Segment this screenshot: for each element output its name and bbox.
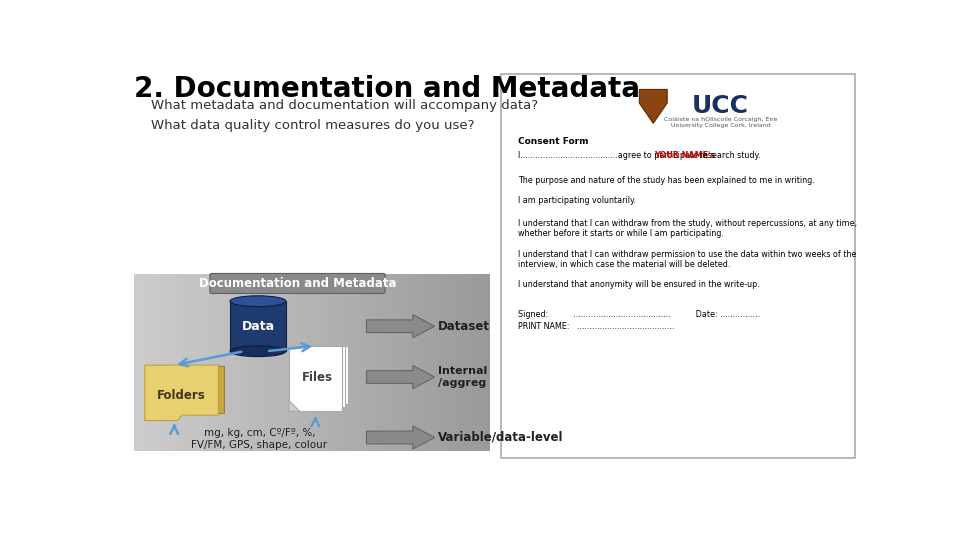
Polygon shape <box>155 366 224 413</box>
Bar <box>423 274 430 451</box>
Bar <box>335 274 342 451</box>
Bar <box>199 274 205 451</box>
Text: I understand that anonymity will be ensured in the write-up.: I understand that anonymity will be ensu… <box>518 280 760 289</box>
Bar <box>211 274 218 451</box>
Text: What data quality control measures do you use?: What data quality control measures do yo… <box>134 119 474 132</box>
Text: mg, kg, cm, Cº/Fº, %,
FV/FM, GPS, shape, colour: mg, kg, cm, Cº/Fº, %, FV/FM, GPS, shape,… <box>191 428 327 450</box>
Bar <box>300 274 306 451</box>
Text: research study.: research study. <box>697 151 760 160</box>
Bar <box>152 274 158 451</box>
Polygon shape <box>639 90 667 123</box>
FancyBboxPatch shape <box>210 273 385 294</box>
Bar <box>240 274 247 451</box>
Polygon shape <box>145 365 219 421</box>
Bar <box>418 274 424 451</box>
Text: I understand that I can withdraw permission to use the data within two weeks of : I understand that I can withdraw permiss… <box>518 249 856 269</box>
Bar <box>466 274 472 451</box>
Bar <box>382 274 389 451</box>
Bar <box>234 274 241 451</box>
Polygon shape <box>289 401 300 411</box>
Bar <box>353 274 360 451</box>
Text: Internal
/aggreg: Internal /aggreg <box>438 366 487 388</box>
Bar <box>477 274 484 451</box>
Text: I understand that I can withdraw from the study, without repercussions, at any t: I understand that I can withdraw from th… <box>518 219 857 238</box>
Bar <box>400 274 407 451</box>
Ellipse shape <box>230 346 286 356</box>
Bar <box>294 274 300 451</box>
Polygon shape <box>367 366 435 389</box>
Bar <box>471 274 478 451</box>
Bar <box>341 274 348 451</box>
Bar <box>204 274 211 451</box>
Bar <box>412 274 419 451</box>
Bar <box>459 274 466 451</box>
Bar <box>359 274 366 451</box>
Polygon shape <box>367 315 435 338</box>
Bar <box>134 274 141 451</box>
Text: Dataset: Dataset <box>438 320 490 333</box>
FancyBboxPatch shape <box>501 74 854 457</box>
Bar <box>447 274 454 451</box>
Text: Consent Form: Consent Form <box>518 137 588 146</box>
Bar <box>288 274 295 451</box>
Text: Coláiste na hOllscoile Corcaigh, Éire
University College Cork, Ireland: Coláiste na hOllscoile Corcaigh, Éire Un… <box>663 116 778 128</box>
Text: Files: Files <box>302 370 333 383</box>
Bar <box>252 274 259 451</box>
Bar <box>311 274 318 451</box>
Bar <box>170 274 176 451</box>
Bar <box>453 274 460 451</box>
Text: YOUR NAME's: YOUR NAME's <box>654 151 715 160</box>
Bar <box>247 274 253 451</box>
Ellipse shape <box>230 296 286 307</box>
Bar <box>442 274 448 451</box>
Text: I.......................................agree to participate in: I.......................................… <box>518 151 710 160</box>
Bar <box>371 274 377 451</box>
Polygon shape <box>230 301 286 351</box>
Bar <box>140 274 147 451</box>
Bar <box>258 274 265 451</box>
Bar <box>193 274 200 451</box>
Bar <box>217 274 224 451</box>
Text: Data: Data <box>241 320 275 333</box>
Polygon shape <box>292 346 345 408</box>
Bar <box>376 274 383 451</box>
Bar <box>181 274 188 451</box>
Polygon shape <box>289 346 342 411</box>
Bar <box>406 274 413 451</box>
Text: PRINT NAME:   .......................................: PRINT NAME: ............................… <box>518 322 675 331</box>
Bar <box>305 274 312 451</box>
Bar <box>223 274 229 451</box>
Bar <box>324 274 330 451</box>
Bar <box>389 274 395 451</box>
Bar <box>347 274 353 451</box>
Bar <box>270 274 276 451</box>
Bar <box>282 274 289 451</box>
Bar <box>365 274 372 451</box>
Bar <box>318 274 324 451</box>
Text: I am participating voluntarily.: I am participating voluntarily. <box>518 195 636 205</box>
Bar <box>430 274 437 451</box>
Text: 2. Documentation and Metadata: 2. Documentation and Metadata <box>134 75 640 103</box>
Text: Signed:          .......................................          Date: ........: Signed: ................................… <box>518 309 760 319</box>
Polygon shape <box>367 426 435 449</box>
Bar <box>157 274 164 451</box>
Bar <box>176 274 182 451</box>
Bar <box>264 274 271 451</box>
Bar <box>163 274 170 451</box>
Bar <box>228 274 235 451</box>
Bar <box>329 274 336 451</box>
Bar <box>276 274 282 451</box>
Bar <box>436 274 443 451</box>
Text: The purpose and nature of the study has been explained to me in writing.: The purpose and nature of the study has … <box>518 176 815 185</box>
Bar <box>187 274 194 451</box>
Text: Documentation and Metadata: Documentation and Metadata <box>199 277 396 290</box>
Polygon shape <box>295 346 348 403</box>
Bar <box>146 274 153 451</box>
Text: UCC: UCC <box>692 94 749 118</box>
Bar <box>395 274 401 451</box>
Text: Variable/data-level: Variable/data-level <box>438 431 564 444</box>
Bar <box>483 274 490 451</box>
Text: Folders: Folders <box>157 389 206 402</box>
Text: What metadata and documentation will accompany data?: What metadata and documentation will acc… <box>134 99 538 112</box>
